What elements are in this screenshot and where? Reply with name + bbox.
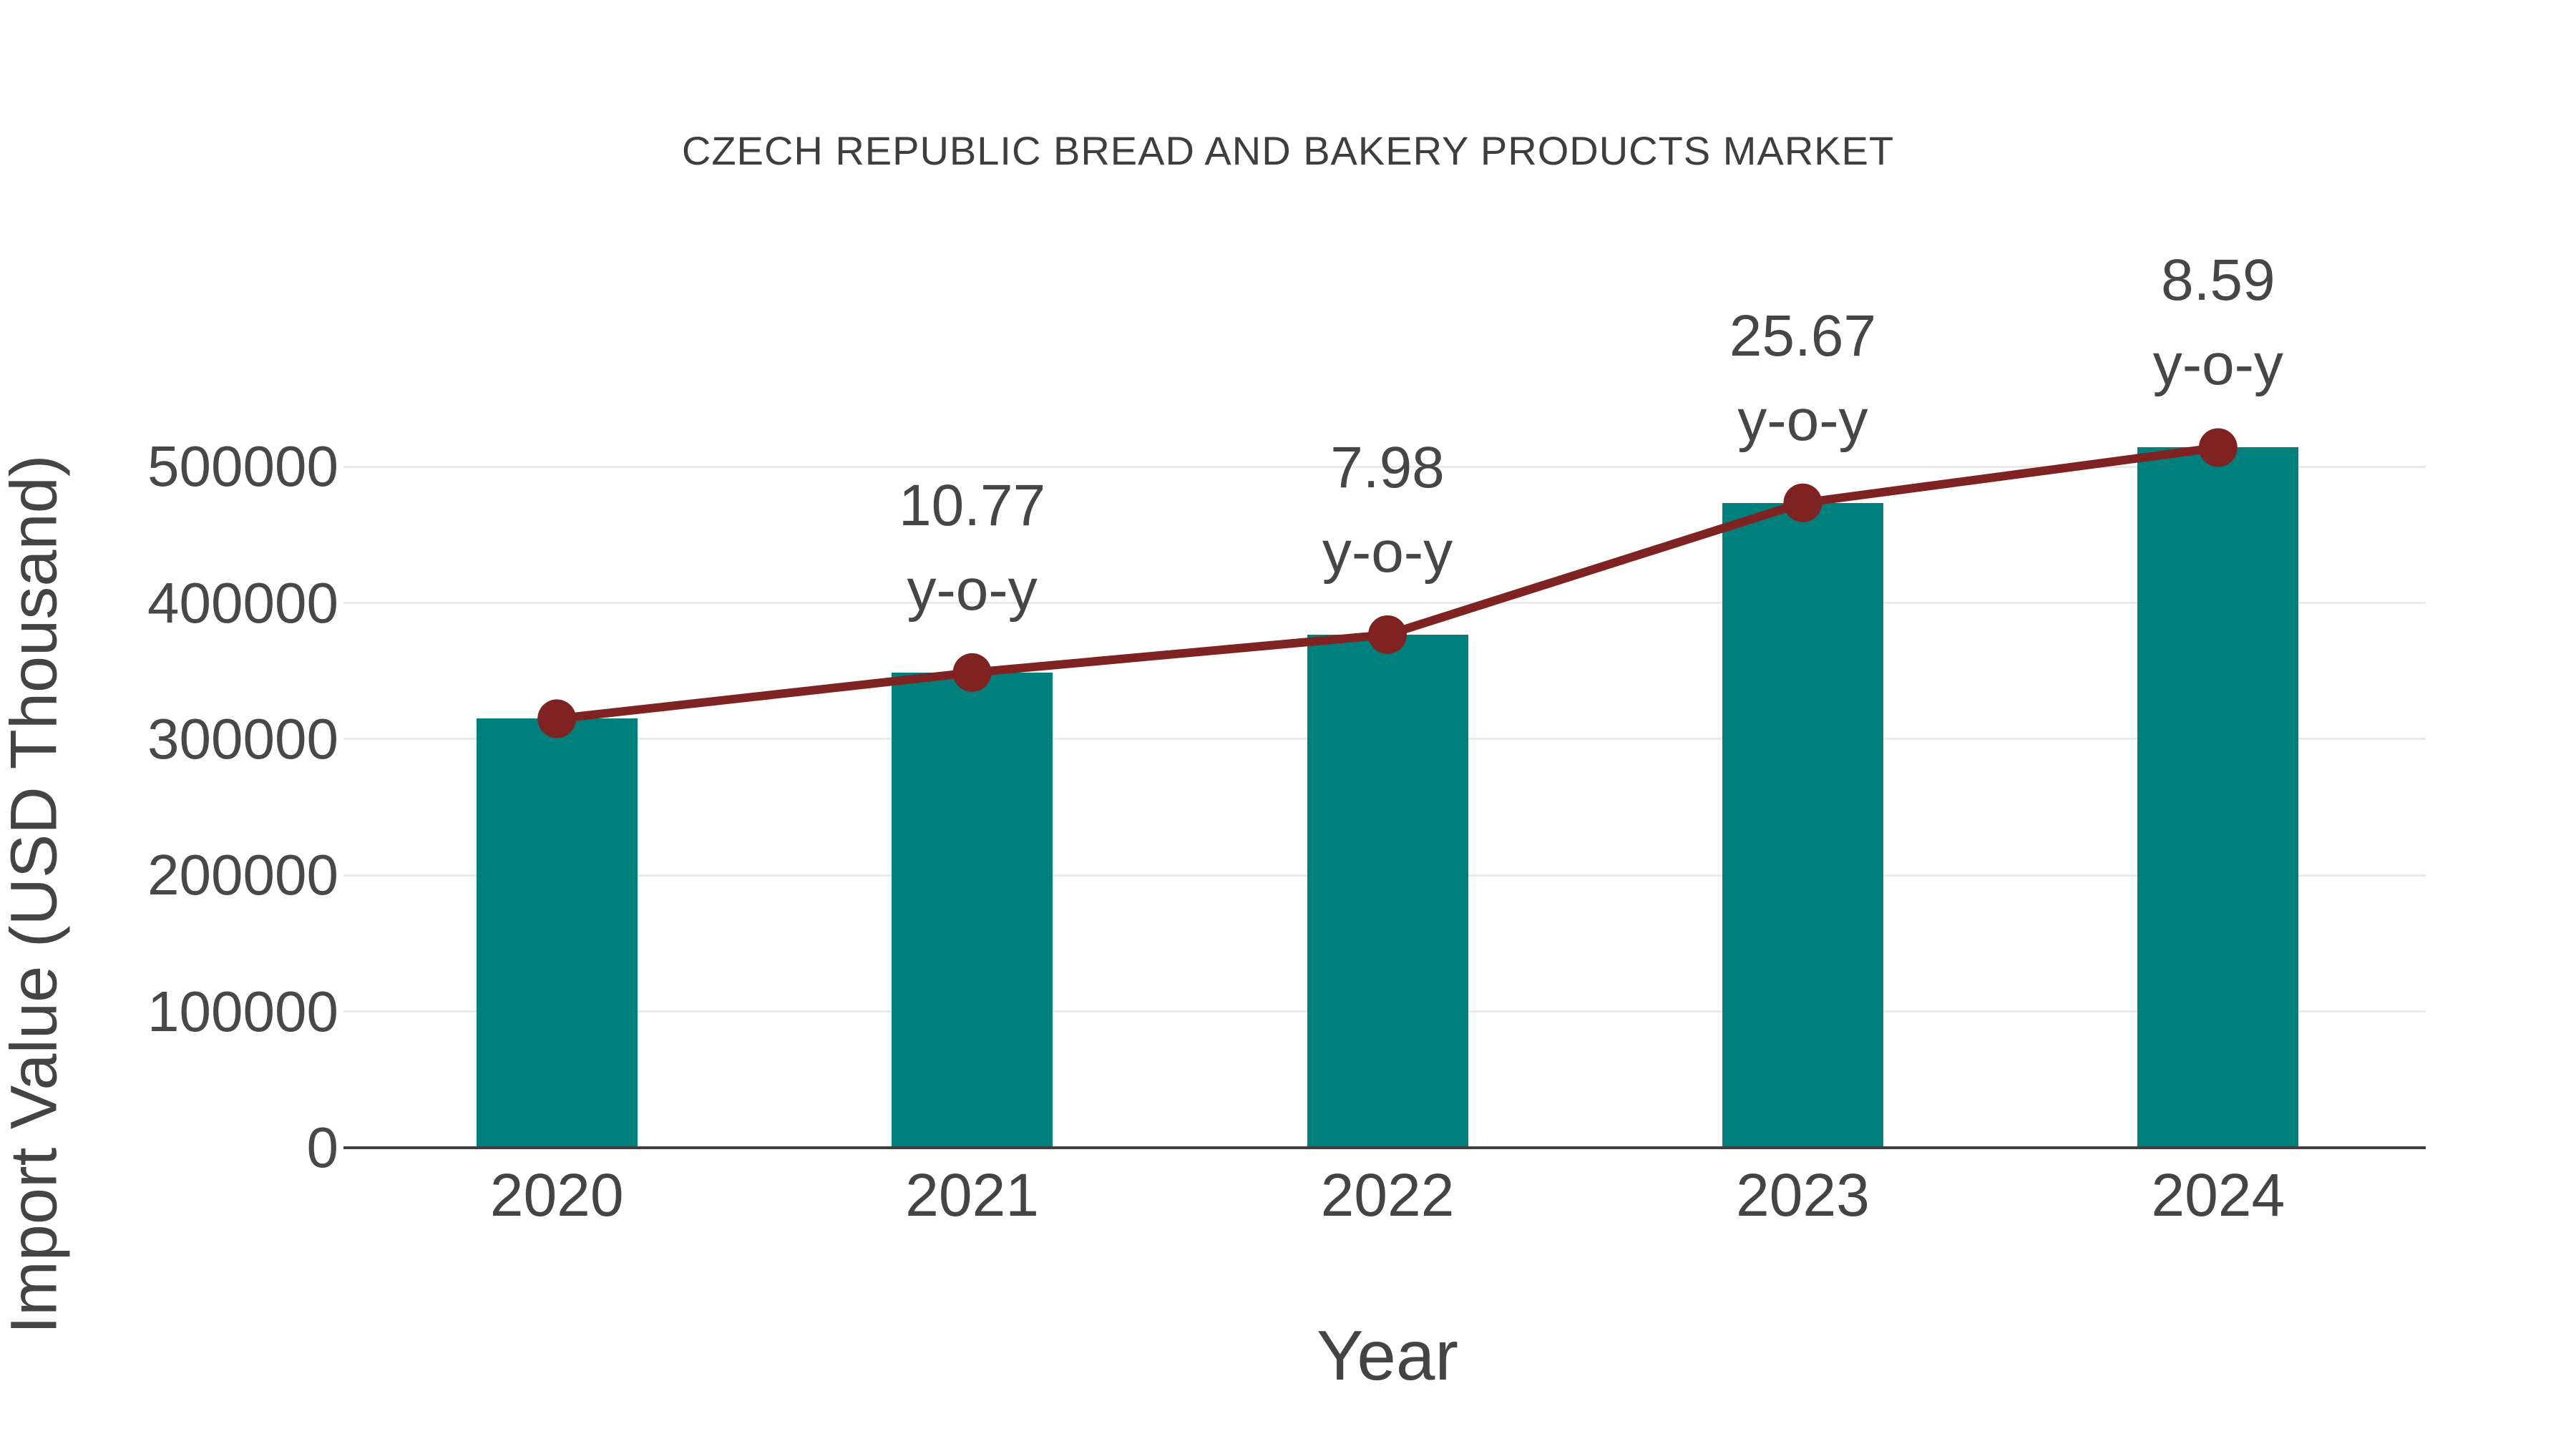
x-tick-label-2023: 2023 [1735, 1161, 1870, 1229]
yoy-value-2021: 10.77 [898, 472, 1046, 538]
x-axis-line [343, 1146, 2426, 1149]
yoy-suffix-2022: y-o-y [1322, 519, 1453, 585]
x-tick-label-2020: 2020 [489, 1161, 624, 1229]
trend-line-layer [537, 428, 2238, 738]
y-tick-label-400000: 400000 [147, 570, 338, 635]
line-marker-2022 [1368, 615, 1407, 654]
gridline-400000 [343, 602, 2426, 605]
yoy-annotation-2024: 8.59 y-o-y [1989, 238, 2447, 407]
x-tick-label-2024: 2024 [2151, 1161, 2285, 1229]
bar-2023 [1722, 502, 1883, 1148]
y-tick-label-300000: 300000 [147, 706, 338, 771]
yoy-value-2024: 8.59 [2160, 248, 2275, 313]
bar-2022 [1307, 634, 1468, 1148]
yoy-suffix-2024: y-o-y [2152, 332, 2283, 398]
yoy-annotation-2021: 10.77 y-o-y [743, 464, 1201, 633]
x-tick-label-2022: 2022 [1320, 1161, 1455, 1229]
x-axis-title: Year [1316, 1316, 1458, 1395]
y-tick-label-500000: 500000 [147, 434, 338, 499]
bar-2021 [892, 672, 1053, 1148]
x-tick-label-2021: 2021 [905, 1161, 1040, 1229]
line-marker-2020 [537, 699, 577, 738]
chart-title: CZECH REPUBLIC BREAD AND BAKERY PRODUCTS… [681, 128, 1895, 173]
bar-2020 [476, 718, 638, 1148]
bar-2024 [2137, 447, 2299, 1148]
line-marker-2024 [2198, 428, 2238, 467]
yoy-value-2022: 7.98 [1330, 434, 1445, 500]
line-marker-2021 [952, 653, 992, 692]
yoy-suffix-2023: y-o-y [1737, 387, 1868, 453]
gridline-500000 [343, 465, 2426, 468]
yoy-annotation-2023: 25.67 y-o-y [1574, 294, 2031, 463]
yoy-suffix-2021: y-o-y [907, 557, 1038, 623]
line-marker-2023 [1783, 483, 1823, 522]
plot-area: 10.77 y-o-y 7.98 y-o-y 25.67 y-o-y 8.59 y-o-y [343, 248, 2426, 1148]
yoy-annotation-2022: 7.98 y-o-y [1158, 426, 1616, 595]
y-tick-label-200000: 200000 [147, 843, 338, 907]
y-tick-label-100000: 100000 [147, 979, 338, 1043]
y-tick-label-0: 0 [306, 1116, 339, 1179]
yoy-value-2023: 25.67 [1729, 303, 1876, 369]
